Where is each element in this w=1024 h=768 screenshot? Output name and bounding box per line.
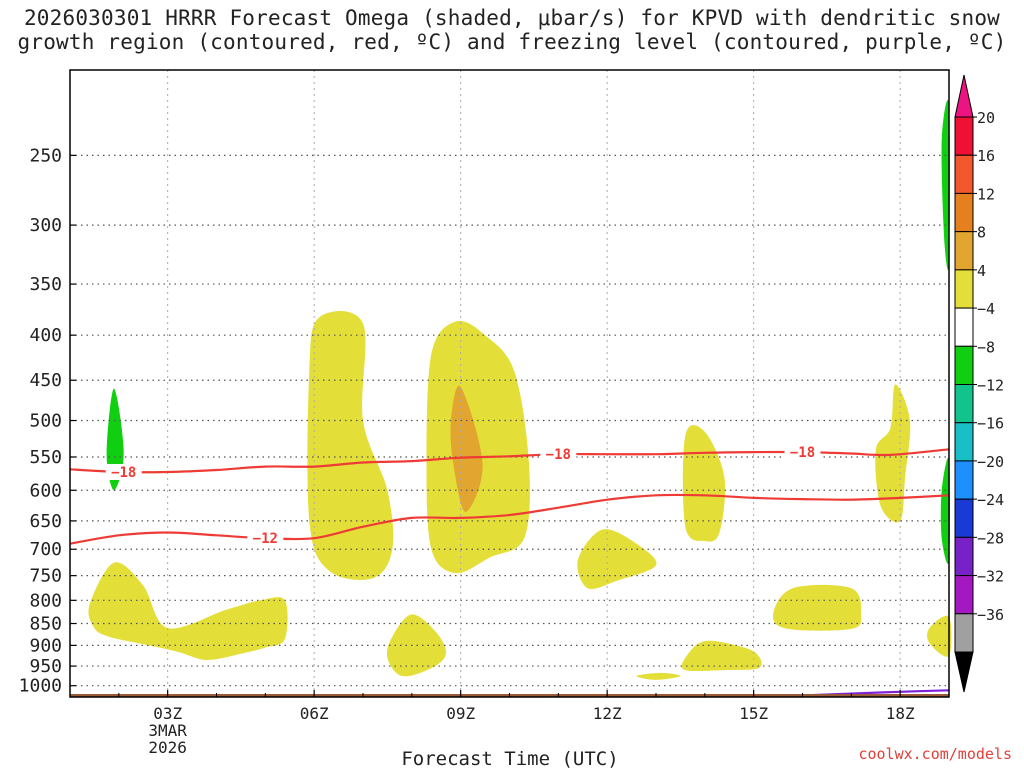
colorbar-label-6: −8 [977, 338, 995, 356]
omega-region-7 [681, 640, 762, 672]
colorbar-swatch-2 [954, 192, 974, 233]
y-tick-label-400: 400 [29, 325, 62, 346]
colorbar-swatch-10 [954, 498, 974, 538]
contour-label-bg-0-2 [784, 444, 821, 461]
omega-region-8 [636, 672, 681, 680]
colorbar-label-0: 20 [977, 109, 995, 127]
x-tick-label-12Z: 12Z [593, 704, 622, 723]
chart-title: 2026030301 HRRR Forecast Omega (shaded, … [0, 6, 1024, 54]
y-tick-label-450: 450 [29, 370, 62, 391]
colorbar-swatch-11 [954, 536, 974, 577]
y-tick-label-850: 850 [29, 614, 62, 635]
y-tick-label-1000: 1000 [19, 676, 62, 697]
colorbar-swatch-0 [954, 116, 974, 156]
x-tick-label-18Z: 18Z [886, 704, 915, 723]
contour-label-1-0: −12 [253, 531, 278, 547]
contour-label-0-2: −18 [790, 445, 815, 461]
omega-region-1 [307, 311, 394, 580]
omega-region-14 [940, 457, 950, 564]
colorbar-label-12: −32 [977, 568, 1004, 586]
x-tick-sublabel-1: 2026 [148, 738, 187, 757]
omega-region-5 [577, 529, 657, 590]
colorbar-label-9: −20 [977, 453, 1004, 471]
contour-1 [69, 493, 950, 545]
colorbar-label-11: −28 [977, 529, 1004, 547]
colorbar: 20 16 12 8 4 −4 −8 −12 −16 −20 −24 −28 −32 −36 [954, 74, 1004, 693]
omega-regions [88, 99, 952, 680]
colorbar-swatch-13 [954, 613, 974, 653]
y-axis-ticks: 2503003504004505005506006507007508008509… [19, 145, 76, 697]
y-tick-label-300: 300 [29, 215, 62, 236]
y-tick-label-750: 750 [29, 566, 62, 587]
x-tick-label-09Z: 09Z [446, 704, 475, 723]
y-tick-label-500: 500 [29, 411, 62, 432]
colorbar-label-2: 12 [977, 185, 995, 203]
contour-label-0-0: −18 [111, 465, 136, 481]
y-tick-label-900: 900 [29, 635, 62, 656]
colorbar-swatch-6 [954, 345, 974, 385]
source-credit: coolwx.com/models [858, 745, 1012, 763]
colorbar-swatch-4 [954, 269, 974, 309]
omega-region-13 [941, 99, 950, 270]
colorbar-swatch-9 [954, 460, 974, 500]
contour-label-bg-0-1 [540, 446, 577, 463]
colorbar-swatch-1 [954, 154, 974, 194]
colorbar-swatch-12 [954, 575, 974, 615]
colorbar-bottom-arrow [954, 651, 974, 693]
contour-label-bg-0-0 [105, 463, 142, 480]
colorbar-label-3: 8 [977, 224, 986, 242]
omega-region-9 [773, 584, 862, 631]
contour-lines: −18 −18 −18 −12 [69, 444, 950, 697]
omega-region-11 [927, 615, 952, 657]
colorbar-swatch-7 [954, 384, 974, 424]
title-line-2: growth region (contoured, red, ºC) and f… [17, 30, 1007, 54]
contour-label-bg-1-0 [247, 530, 284, 547]
y-tick-label-950: 950 [29, 656, 62, 677]
colorbar-label-13: −36 [977, 606, 1004, 624]
colorbar-swatch-3 [954, 231, 974, 271]
colorbar-label-4: 4 [977, 262, 986, 280]
omega-region-0 [88, 562, 288, 661]
colorbar-swatch-5 [954, 307, 974, 347]
y-tick-label-700: 700 [29, 539, 62, 560]
omega-region-3 [450, 385, 483, 512]
y-tick-label-250: 250 [29, 145, 62, 166]
y-tick-label-800: 800 [29, 590, 62, 611]
colorbar-label-1: 16 [977, 147, 995, 165]
x-tick-label-15Z: 15Z [739, 704, 768, 723]
omega-region-4 [386, 614, 447, 677]
y-tick-label-550: 550 [29, 447, 62, 468]
x-tick-sublabel-0: 3MAR [148, 721, 187, 740]
colorbar-label-8: −16 [977, 415, 1004, 433]
omega-region-6 [682, 425, 726, 542]
y-tick-label-600: 600 [29, 480, 62, 501]
x-tick-label-06Z: 06Z [300, 704, 329, 723]
colorbar-label-7: −12 [977, 377, 1004, 395]
y-tick-label-350: 350 [29, 274, 62, 295]
colorbar-label-5: −4 [977, 300, 995, 318]
contour-label-0-1: −18 [546, 447, 571, 463]
y-tick-label-650: 650 [29, 511, 62, 532]
colorbar-label-10: −24 [977, 491, 1004, 509]
colorbar-top-arrow [954, 74, 974, 118]
omega-region-10 [875, 384, 911, 523]
colorbar-swatch-8 [954, 422, 974, 462]
x-axis-label: Forecast Time (UTC) [401, 748, 618, 768]
title-line-1: 2026030301 HRRR Forecast Omega (shaded, … [23, 6, 1001, 30]
x-tick-label-03Z: 03Z [153, 704, 182, 723]
